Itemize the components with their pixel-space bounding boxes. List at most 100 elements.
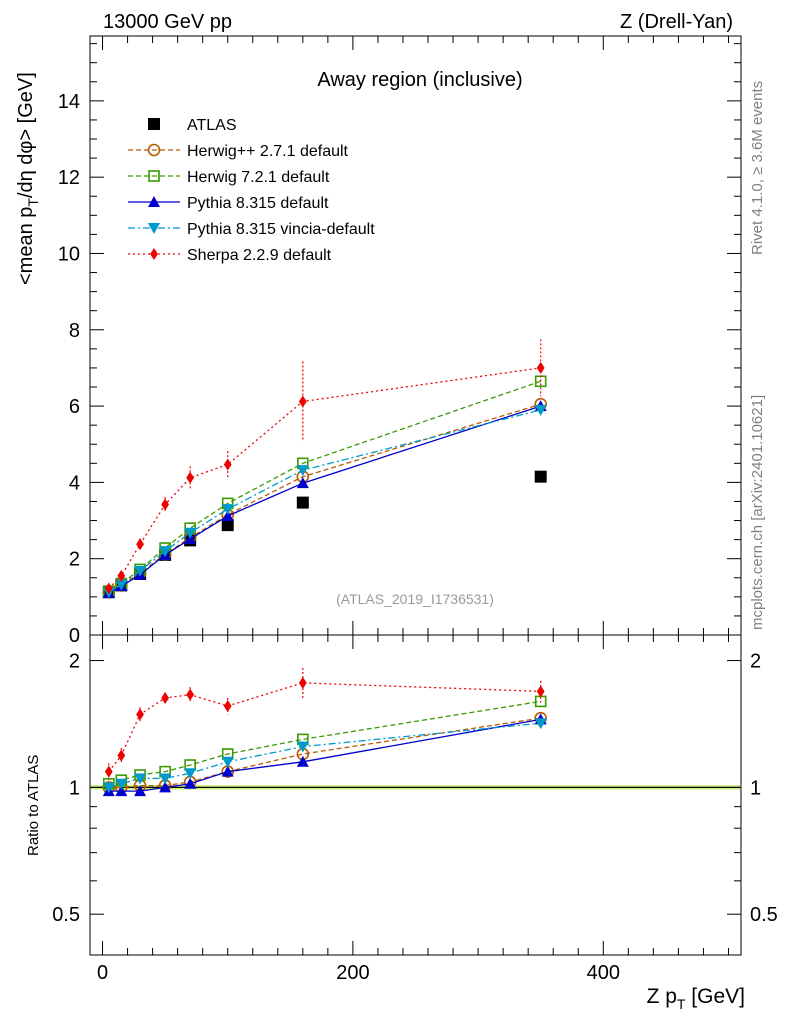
x-axis-label: Z pT [GeV] <box>647 985 745 1012</box>
series-line <box>108 409 541 593</box>
data-point <box>115 778 128 790</box>
main-series-4 <box>102 404 547 599</box>
ratio-ytick-label-left: 0.5 <box>52 904 80 926</box>
main-series-1 <box>102 397 547 599</box>
data-point <box>136 708 144 721</box>
main-ytick-label: 0 <box>69 625 80 647</box>
data-point <box>136 538 144 551</box>
data-point <box>221 519 234 532</box>
main-ytick-label: 4 <box>69 472 80 494</box>
legend-marker <box>148 170 160 182</box>
main-series-2 <box>102 375 547 597</box>
ratio-ytick-label-right: 2 <box>750 651 761 673</box>
series-line <box>108 717 541 789</box>
data-point <box>534 404 547 416</box>
data-point <box>296 755 309 767</box>
series-line <box>108 367 541 589</box>
data-point <box>296 496 309 509</box>
ratio-reference-band <box>91 785 740 790</box>
data-point <box>104 582 113 595</box>
header-right: Z (Drell-Yan) <box>620 11 733 33</box>
main-series-5 <box>104 339 545 595</box>
ratio-ytick-label-right: 0.5 <box>750 904 778 926</box>
ratio-ytick-label-left: 2 <box>69 651 80 673</box>
legend-entry-0: ATLAS <box>148 117 237 134</box>
legend-label: Herwig++ 2.7.1 default <box>187 143 349 160</box>
header-left: 13000 GeV pp <box>103 11 232 33</box>
legend-label: Sherpa 2.2.9 default <box>187 247 332 264</box>
data-point <box>223 700 232 713</box>
data-point <box>134 785 147 797</box>
legend-entry-5: Sherpa 2.2.9 default <box>128 247 332 264</box>
data-point <box>115 785 128 797</box>
legend-label: Pythia 8.315 default <box>187 195 329 212</box>
ratio-panel-frame <box>89 634 742 956</box>
data-point <box>159 781 172 793</box>
data-point <box>536 361 545 374</box>
rivet-version-label: Rivet 4.1.0, ≥ 3.6M events <box>749 81 766 255</box>
ratio-series-0 <box>102 711 547 794</box>
ratio-ylabel: Ratio to ATLAS <box>25 755 42 856</box>
legend-marker <box>150 248 158 260</box>
data-point <box>536 685 545 698</box>
xtick-label: 400 <box>587 962 620 984</box>
data-point <box>221 509 234 521</box>
main-ytick-label: 10 <box>58 243 80 265</box>
legend-marker <box>148 223 160 234</box>
data-point <box>184 527 197 539</box>
ratio-series-4 <box>104 668 545 781</box>
data-point <box>298 676 307 689</box>
main-ytick-label: 12 <box>58 167 80 189</box>
data-point <box>159 546 172 558</box>
data-point <box>184 768 197 780</box>
legend-marker <box>147 143 161 157</box>
data-point <box>117 569 126 582</box>
ratio-ytick-label-right: 1 <box>750 777 761 799</box>
data-point <box>134 565 147 577</box>
legend-entry-3: Pythia 8.315 default <box>128 195 329 212</box>
legend-label: Pythia 8.315 vincia-default <box>187 221 375 238</box>
series-line <box>108 700 541 785</box>
data-point <box>296 465 309 477</box>
legend-entry-4: Pythia 8.315 vincia-default <box>128 221 375 238</box>
data-point <box>221 504 234 516</box>
main-ytick-label: 14 <box>58 91 80 113</box>
ratio-axis-ticks: 0.5 0.5 1 1 2 2 0 200 400 <box>52 635 778 984</box>
main-ylabel: <mean pT/dη dφ> [GeV] <box>15 72 41 285</box>
main-series-3 <box>102 400 547 599</box>
ratio-series <box>102 668 547 797</box>
main-axis-ticks: 0 2 4 6 8 10 12 14 <box>58 36 741 647</box>
main-title: Away region (inclusive) <box>317 69 522 91</box>
legend-label: ATLAS <box>187 117 237 134</box>
series-line <box>108 380 541 592</box>
data-point <box>296 477 309 489</box>
main-ytick-label: 6 <box>69 396 80 418</box>
legend-marker <box>148 118 160 130</box>
ratio-ytick-label-left: 1 <box>69 777 80 799</box>
main-series-0 <box>102 470 547 599</box>
mcplots-label: mcplots.cern.ch [arXiv:2401.10621] <box>749 395 766 630</box>
main-ytick-label: 8 <box>69 320 80 342</box>
data-point <box>184 777 197 789</box>
data-point <box>534 470 547 483</box>
legend-entry-1: Herwig++ 2.7.1 default <box>128 143 349 160</box>
xtick-label: 200 <box>336 962 369 984</box>
data-point <box>104 765 113 778</box>
legend-label: Herwig 7.2.1 default <box>187 169 330 186</box>
main-series <box>102 339 547 599</box>
series-line <box>108 405 541 594</box>
series-line <box>108 722 541 789</box>
legend-entry-2: Herwig 7.2.1 default <box>128 169 330 186</box>
ratio-series-2 <box>102 713 547 797</box>
data-point <box>161 691 170 704</box>
data-point <box>221 756 234 768</box>
data-point <box>296 741 309 753</box>
data-point <box>298 395 307 408</box>
data-point <box>186 471 195 484</box>
ratio-series-3 <box>102 718 547 794</box>
data-point <box>159 773 172 785</box>
data-point <box>115 579 128 591</box>
analysis-id: (ATLAS_2019_I1736531) <box>336 591 494 607</box>
series-line <box>108 403 541 593</box>
